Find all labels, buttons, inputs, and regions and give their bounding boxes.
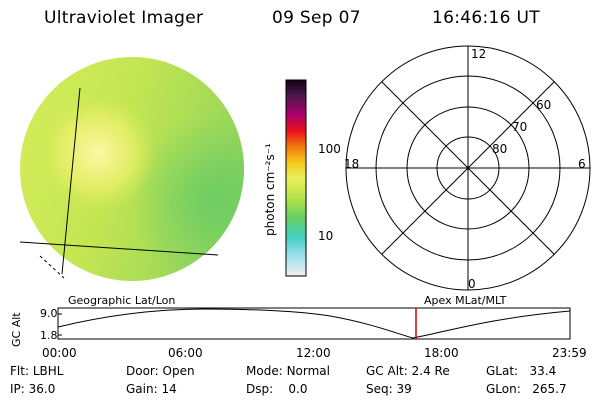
filter-readout: Flt: LBHL [10,364,64,378]
earth-disk-image [19,57,244,281]
y-tick-1-8: 1.8 [40,329,58,342]
mlt-label-0: 0 [468,277,476,291]
x-tick-1800: 18:00 [424,346,459,360]
altitude-timeline [57,307,571,340]
x-tick-1200: 12:00 [296,346,331,360]
glat-readout: GLat: 33.4 [486,364,557,378]
colorbar-tick-100: 100 [318,142,341,156]
mode-readout: Mode: Normal [246,364,330,378]
apex-caption: Apex MLat/MLT [424,294,507,307]
timeline-axis-label: GC Alt [10,312,23,347]
mlt-label-6: 6 [578,157,586,171]
parallel-line [19,241,219,256]
instrument-title: Ultraviolet Imager [44,8,204,28]
lat-label-60: 60 [536,98,552,112]
x-tick-0600: 06:00 [168,346,203,360]
gain-readout: Gain: 14 [126,382,177,396]
colorbar-tick-10: 10 [318,229,334,243]
y-tick-9: 9.0 [40,307,58,320]
ip-readout: IP: 36.0 [10,382,56,396]
x-tick-2359: 23:59 [552,346,587,360]
mlt-label-18: 18 [344,157,360,171]
x-tick-0000: 00:00 [42,346,77,360]
lat-label-80: 80 [492,142,508,156]
gc-alt-readout: GC Alt: 2.4 Re [366,364,450,378]
lat-label-70: 70 [512,120,528,134]
mlt-label-12: 12 [471,47,487,61]
door-readout: Door: Open [126,364,195,378]
meridian-line [61,87,81,275]
colorbar [285,79,307,277]
geographic-caption: Geographic Lat/Lon [68,294,176,307]
glon-readout: GLon: 265.7 [486,382,567,396]
polar-plot [345,45,591,291]
date-label: 09 Sep 07 [272,8,361,28]
dsp-readout: Dsp: 0.0 [246,382,308,396]
seq-readout: Seq: 39 [366,382,412,396]
time-label: 16:46:16 UT [432,8,540,28]
colorbar-unit-label: photon cm⁻²s⁻¹ [263,143,277,236]
